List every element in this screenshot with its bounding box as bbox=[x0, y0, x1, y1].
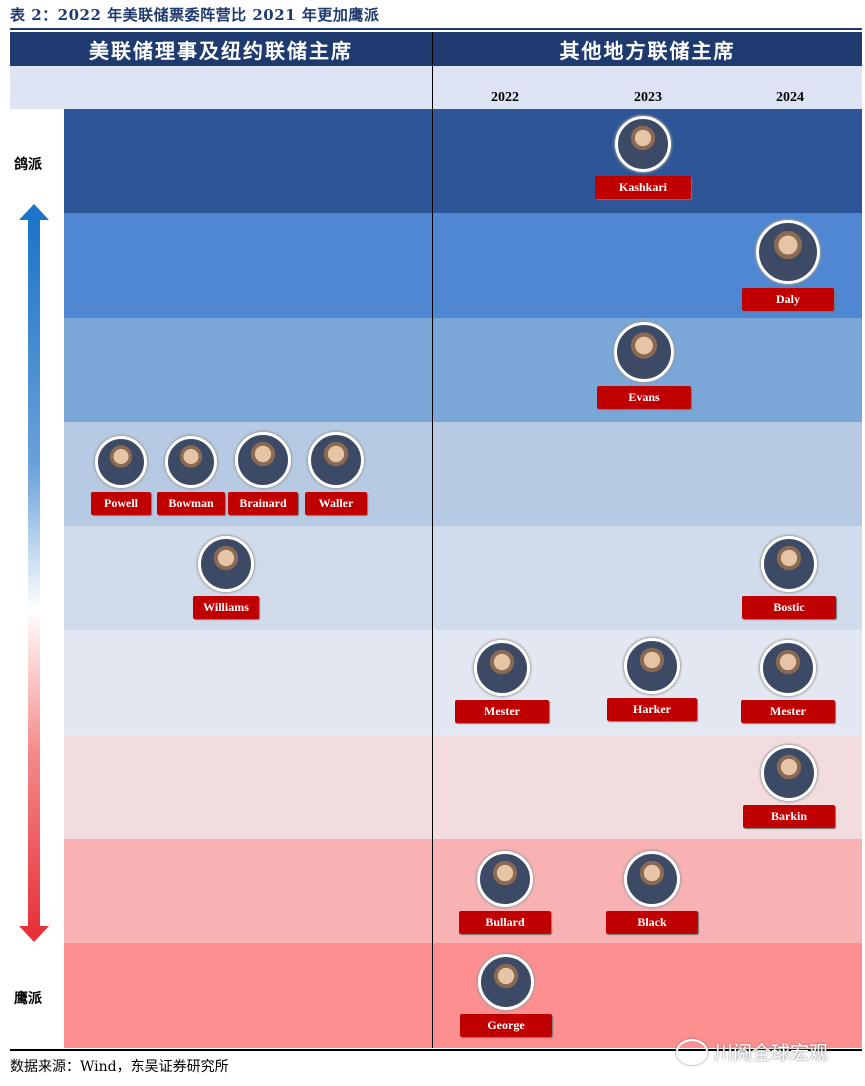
avatar bbox=[478, 954, 534, 1010]
band-2 bbox=[64, 213, 862, 318]
figure-caption: 表 2：2022 年美联储票委阵营比 2021 年更加鹰派 bbox=[10, 6, 380, 24]
year-label-2023: 2023 bbox=[634, 90, 662, 105]
avatar bbox=[761, 536, 817, 592]
watermark-text: 川阅全球宏观 bbox=[714, 1042, 829, 1064]
name-tag: Kashkari bbox=[595, 176, 691, 199]
avatar bbox=[308, 432, 364, 488]
person-mester-2024: Mester bbox=[741, 640, 835, 723]
right-column-header: 其他地方联储主席 bbox=[433, 32, 862, 66]
person-bostic: Bostic bbox=[742, 536, 836, 619]
person-daly: Daly bbox=[742, 220, 834, 311]
name-tag: Powell bbox=[91, 492, 151, 515]
name-tag: Barkin bbox=[743, 805, 835, 828]
band-7 bbox=[64, 735, 862, 839]
avatar bbox=[477, 851, 533, 907]
left-column-header: 美联储理事及纽约联储主席 bbox=[10, 32, 432, 66]
person-mester-2022: Mester bbox=[455, 640, 549, 723]
person-bowman: Bowman bbox=[157, 436, 225, 515]
bottom-rule bbox=[10, 1049, 862, 1051]
avatar bbox=[614, 322, 674, 382]
person-harker: Harker bbox=[607, 638, 697, 721]
name-tag: Harker bbox=[607, 698, 697, 721]
avatar bbox=[474, 640, 530, 696]
avatar bbox=[235, 432, 291, 488]
name-tag: Bullard bbox=[459, 911, 551, 934]
avatar bbox=[615, 116, 671, 172]
person-black: Black bbox=[606, 851, 698, 934]
avatar bbox=[760, 640, 816, 696]
watermark: 川阅全球宏观 bbox=[676, 1038, 828, 1065]
person-brainard: Brainard bbox=[228, 432, 298, 515]
name-tag: Mester bbox=[455, 700, 549, 723]
name-tag: George bbox=[460, 1014, 552, 1037]
name-tag: Mester bbox=[741, 700, 835, 723]
person-george: George bbox=[460, 954, 552, 1037]
person-evans: Evans bbox=[597, 322, 691, 409]
person-powell: Powell bbox=[91, 436, 151, 515]
avatar bbox=[198, 536, 254, 592]
year-header-row bbox=[10, 66, 862, 109]
name-tag: Bostic bbox=[742, 596, 836, 619]
avatar bbox=[165, 436, 217, 488]
name-tag: Black bbox=[606, 911, 698, 934]
top-rule bbox=[10, 28, 862, 30]
year-label-2024: 2024 bbox=[776, 90, 804, 105]
name-tag: Brainard bbox=[228, 492, 298, 515]
column-divider bbox=[432, 32, 433, 1048]
person-kashkari: Kashkari bbox=[595, 116, 691, 199]
name-tag: Daly bbox=[742, 288, 834, 311]
person-williams: Williams bbox=[193, 536, 259, 619]
dove-hawk-gradient-arrow bbox=[28, 218, 40, 930]
dovish-arrowhead-icon bbox=[19, 204, 49, 220]
dove-label: 鸽派 bbox=[14, 157, 42, 173]
band-3 bbox=[64, 318, 862, 422]
wechat-icon bbox=[676, 1038, 708, 1065]
avatar bbox=[624, 638, 680, 694]
person-bullard: Bullard bbox=[459, 851, 551, 934]
name-tag: Bowman bbox=[157, 492, 225, 515]
name-tag: Evans bbox=[597, 386, 691, 409]
year-label-2022: 2022 bbox=[491, 90, 519, 105]
name-tag: Waller bbox=[305, 492, 367, 515]
avatar bbox=[95, 436, 147, 488]
person-waller: Waller bbox=[305, 432, 367, 515]
source-note: 数据来源：Wind，东吴证券研究所 bbox=[10, 1059, 229, 1075]
person-barkin: Barkin bbox=[743, 745, 835, 828]
avatar bbox=[624, 851, 680, 907]
hawkish-arrowhead-icon bbox=[19, 926, 49, 942]
band-1 bbox=[64, 109, 862, 213]
hawk-label: 鹰派 bbox=[14, 991, 42, 1007]
avatar bbox=[756, 220, 820, 284]
name-tag: Williams bbox=[193, 596, 259, 619]
avatar bbox=[761, 745, 817, 801]
